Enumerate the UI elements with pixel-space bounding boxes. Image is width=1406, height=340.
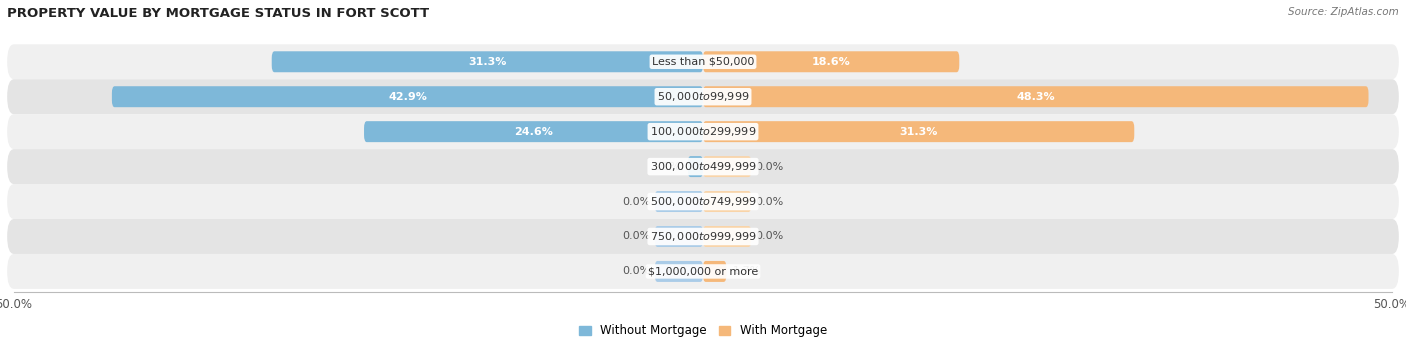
Text: Less than $50,000: Less than $50,000 (652, 57, 754, 67)
FancyBboxPatch shape (7, 149, 1399, 184)
Text: 24.6%: 24.6% (515, 127, 553, 137)
FancyBboxPatch shape (655, 191, 703, 212)
Text: 1.7%: 1.7% (734, 267, 762, 276)
FancyBboxPatch shape (7, 219, 1399, 254)
FancyBboxPatch shape (703, 51, 959, 72)
FancyBboxPatch shape (688, 156, 703, 177)
FancyBboxPatch shape (703, 261, 727, 282)
FancyBboxPatch shape (7, 44, 1399, 79)
FancyBboxPatch shape (703, 156, 751, 177)
FancyBboxPatch shape (271, 51, 703, 72)
Text: $500,000 to $749,999: $500,000 to $749,999 (650, 195, 756, 208)
Text: 18.6%: 18.6% (811, 57, 851, 67)
Legend: Without Mortgage, With Mortgage: Without Mortgage, With Mortgage (574, 319, 832, 340)
FancyBboxPatch shape (7, 254, 1399, 289)
FancyBboxPatch shape (7, 184, 1399, 219)
FancyBboxPatch shape (703, 86, 1368, 107)
Text: Source: ZipAtlas.com: Source: ZipAtlas.com (1288, 7, 1399, 17)
Text: 48.3%: 48.3% (1017, 92, 1054, 102)
FancyBboxPatch shape (112, 86, 703, 107)
FancyBboxPatch shape (655, 226, 703, 247)
Text: 0.0%: 0.0% (755, 162, 783, 172)
FancyBboxPatch shape (703, 226, 751, 247)
FancyBboxPatch shape (7, 114, 1399, 149)
FancyBboxPatch shape (7, 79, 1399, 114)
FancyBboxPatch shape (703, 191, 751, 212)
Text: 0.0%: 0.0% (755, 232, 783, 241)
Text: $1,000,000 or more: $1,000,000 or more (648, 267, 758, 276)
FancyBboxPatch shape (364, 121, 703, 142)
Text: 0.0%: 0.0% (623, 197, 651, 206)
Text: $100,000 to $299,999: $100,000 to $299,999 (650, 125, 756, 138)
Text: $750,000 to $999,999: $750,000 to $999,999 (650, 230, 756, 243)
Text: 1.1%: 1.1% (652, 162, 681, 172)
Text: 31.3%: 31.3% (468, 57, 506, 67)
Text: $50,000 to $99,999: $50,000 to $99,999 (657, 90, 749, 103)
Text: 0.0%: 0.0% (623, 232, 651, 241)
Text: 42.9%: 42.9% (388, 92, 427, 102)
Text: 0.0%: 0.0% (623, 267, 651, 276)
Text: 0.0%: 0.0% (755, 197, 783, 206)
FancyBboxPatch shape (655, 261, 703, 282)
Text: 31.3%: 31.3% (900, 127, 938, 137)
Text: PROPERTY VALUE BY MORTGAGE STATUS IN FORT SCOTT: PROPERTY VALUE BY MORTGAGE STATUS IN FOR… (7, 7, 429, 20)
FancyBboxPatch shape (703, 121, 1135, 142)
Text: $300,000 to $499,999: $300,000 to $499,999 (650, 160, 756, 173)
